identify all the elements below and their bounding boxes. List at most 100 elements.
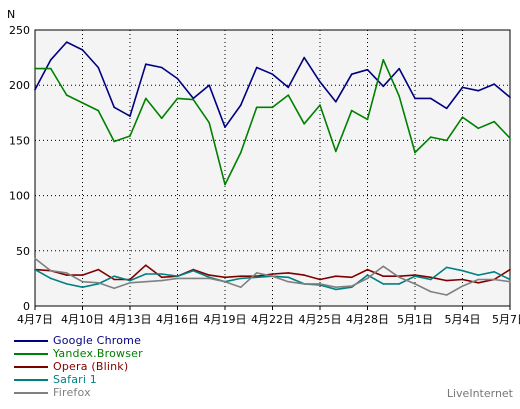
data-point-yandex-browser	[271, 106, 274, 109]
data-point-opera-blink	[113, 278, 115, 281]
data-point-google-chrome	[509, 96, 511, 99]
legend-label: Yandex.Browser	[53, 347, 143, 360]
data-point-safari-1	[398, 283, 400, 285]
data-point-safari-1	[160, 273, 163, 275]
data-point-yandex-browser	[81, 102, 84, 104]
data-point-opera-blink	[65, 274, 68, 276]
data-point-opera-blink	[160, 276, 163, 279]
data-point-safari-1	[65, 283, 68, 285]
data-point-google-chrome	[350, 73, 353, 75]
data-point-firefox	[255, 272, 258, 274]
data-point-yandex-browser	[477, 127, 480, 130]
data-point-google-chrome	[34, 88, 36, 91]
data-point-firefox	[445, 294, 448, 296]
data-point-yandex-browser	[50, 67, 52, 70]
data-point-google-chrome	[97, 66, 100, 69]
data-point-firefox	[461, 285, 464, 287]
data-point-yandex-browser	[129, 135, 131, 137]
data-point-safari-1	[414, 275, 416, 277]
y-tick-label: 50	[16, 245, 30, 258]
legend-swatch	[14, 365, 48, 368]
legend-swatch	[14, 391, 48, 394]
x-tick-label: 4月22日	[251, 313, 294, 326]
data-point-firefox	[129, 282, 131, 284]
data-point-yandex-browser	[335, 150, 337, 153]
data-point-google-chrome	[160, 66, 163, 69]
legend-swatch	[14, 378, 48, 381]
data-point-yandex-browser	[255, 106, 258, 109]
data-point-firefox	[208, 277, 210, 280]
data-point-firefox	[192, 277, 195, 280]
data-point-opera-blink	[97, 268, 100, 271]
data-point-firefox	[50, 269, 52, 272]
data-point-yandex-browser	[65, 94, 68, 96]
data-point-yandex-browser	[287, 94, 290, 96]
data-point-firefox	[287, 280, 290, 283]
data-point-google-chrome	[414, 97, 416, 100]
data-point-yandex-browser	[493, 120, 495, 123]
x-tick-label: 4月16日	[156, 313, 199, 326]
x-tick-label: 4月10日	[61, 313, 104, 326]
data-point-opera-blink	[192, 268, 195, 271]
data-point-safari-1	[129, 279, 131, 282]
data-point-opera-blink	[319, 278, 321, 281]
legend-item: Firefox	[14, 386, 143, 399]
data-point-yandex-browser	[224, 183, 226, 186]
x-tick-label: 4月28日	[346, 313, 389, 326]
data-point-safari-1	[192, 269, 195, 272]
data-point-google-chrome	[493, 83, 495, 85]
data-point-firefox	[350, 285, 353, 287]
legend: Google Chrome Yandex.Browser Opera (Blink)…	[14, 334, 143, 399]
data-point-firefox	[493, 278, 495, 281]
data-point-firefox	[240, 286, 242, 289]
data-point-safari-1	[430, 278, 432, 281]
data-point-google-chrome	[477, 89, 480, 92]
data-point-firefox	[145, 280, 147, 283]
data-point-firefox	[430, 290, 432, 293]
data-point-google-chrome	[113, 106, 115, 109]
data-point-yandex-browser	[319, 104, 321, 106]
data-point-opera-blink	[430, 276, 432, 279]
data-point-safari-1	[335, 288, 337, 291]
data-point-opera-blink	[287, 272, 290, 274]
data-point-google-chrome	[81, 49, 84, 51]
legend-item: Safari 1	[14, 373, 143, 386]
data-point-yandex-browser	[382, 59, 385, 61]
data-point-yandex-browser	[192, 98, 195, 101]
data-point-google-chrome	[255, 66, 258, 69]
data-point-google-chrome	[319, 81, 321, 83]
y-tick-label: 200	[9, 79, 30, 92]
data-point-yandex-browser	[366, 118, 369, 121]
data-point-google-chrome	[50, 59, 52, 61]
data-point-google-chrome	[335, 100, 337, 103]
data-point-google-chrome	[208, 84, 210, 86]
series-lines	[34, 41, 511, 296]
data-point-google-chrome	[430, 97, 432, 100]
data-point-opera-blink	[303, 274, 305, 276]
data-point-yandex-browser	[113, 140, 115, 143]
data-point-safari-1	[145, 273, 147, 275]
data-point-yandex-browser	[176, 97, 179, 100]
data-point-yandex-browser	[160, 117, 163, 120]
grid-lines	[34, 30, 511, 310]
data-point-firefox	[319, 283, 321, 285]
data-point-opera-blink	[382, 275, 385, 277]
data-point-firefox	[366, 277, 369, 280]
watermark: LiveInternet	[446, 387, 513, 400]
data-point-opera-blink	[461, 278, 464, 281]
legend-item: Google Chrome	[14, 334, 143, 347]
data-point-google-chrome	[398, 67, 400, 70]
data-point-safari-1	[50, 277, 52, 280]
data-point-opera-blink	[335, 275, 337, 277]
data-point-yandex-browser	[414, 151, 416, 154]
x-tick-label: 4月25日	[299, 313, 342, 326]
data-point-yandex-browser	[303, 123, 305, 125]
data-point-firefox	[398, 276, 400, 279]
data-point-safari-1	[493, 270, 495, 273]
data-point-firefox	[176, 277, 179, 280]
data-point-safari-1	[366, 274, 369, 276]
x-tick-label: 5月4日	[445, 313, 481, 326]
data-point-google-chrome	[65, 41, 68, 43]
